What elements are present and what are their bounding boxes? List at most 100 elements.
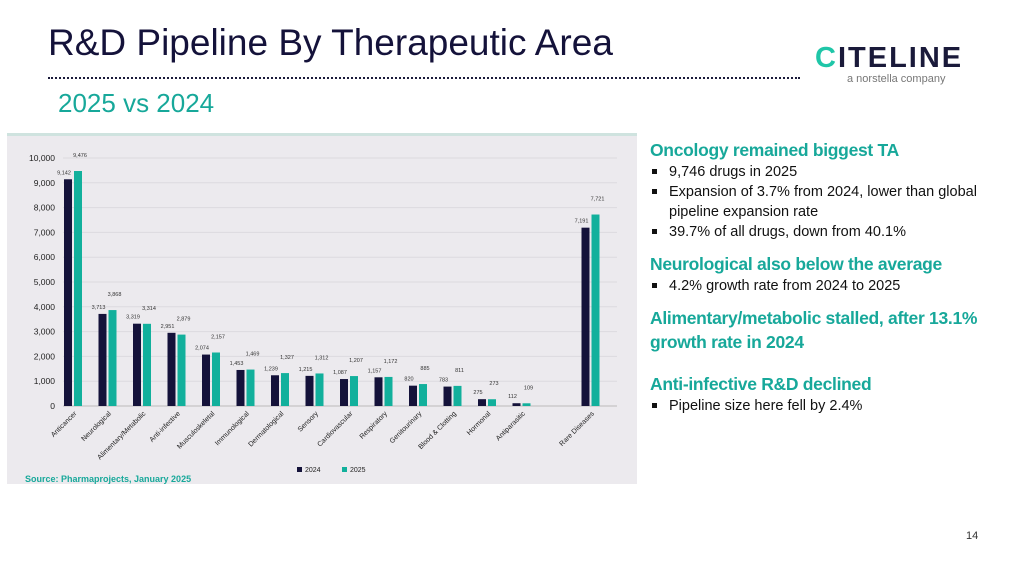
x-tick-label: Neurological [80, 410, 113, 443]
data-label: 820 [404, 377, 413, 383]
data-label: 1,327 [280, 355, 294, 361]
logo-wordmark: CITELINE [815, 42, 964, 74]
data-label: 9,476 [73, 153, 87, 159]
data-label: 9,142 [57, 170, 71, 176]
data-label: 3,319 [126, 315, 140, 321]
x-tick-label: Immunological [214, 410, 251, 447]
x-tick-label: Anti-infective [149, 410, 182, 443]
data-label: 1,207 [349, 358, 363, 364]
section-heading: Oncology remained biggest TA [650, 140, 899, 160]
bar-2025 [281, 373, 289, 406]
bar-2025 [591, 214, 600, 406]
x-tick-label: Antiparasitic [495, 410, 527, 442]
bullet-list: 4.2% growth rate from 2024 to 2025 [650, 276, 1010, 296]
bar-2024 [167, 332, 176, 406]
bar-2024 [512, 403, 521, 406]
bar-2025 [350, 376, 358, 406]
section-heading: Alimentary/metabolic stalled, after 13.1… [650, 308, 978, 352]
bar-chart: 0 1,000 2,000 3,000 4,000 5,000 6,000 7,000 8,00… [7, 133, 637, 484]
bar-2025 [522, 403, 531, 406]
y-tick-label: 4,000 [34, 302, 56, 312]
data-label: 112 [508, 394, 517, 400]
commentary-section: Anti-infective R&D declined Pipeline size… [650, 372, 1010, 416]
slide-title: R&D Pipeline By Therapeutic Area [48, 22, 613, 63]
bar-2025 [143, 323, 151, 406]
bar-2024 [581, 227, 590, 406]
data-label: 1,157 [368, 368, 382, 374]
bar-2025 [453, 385, 462, 406]
bar-2025 [108, 310, 117, 406]
x-tick-label: Musculoskeletal [176, 410, 216, 450]
title-divider [48, 77, 800, 79]
bar-2024 [98, 313, 107, 406]
data-label: 109 [524, 385, 533, 391]
bar-2024 [271, 375, 279, 406]
data-label: 811 [455, 368, 464, 374]
bar-2025 [74, 170, 82, 406]
data-label: 1,172 [384, 359, 398, 365]
bar-2024 [409, 385, 417, 406]
data-label: 7,191 [575, 219, 589, 225]
y-tick-label: 3,000 [34, 327, 56, 337]
y-tick-label: 8,000 [34, 203, 56, 213]
x-tick-label: Anticancer [50, 410, 79, 439]
y-tick-label: 0 [50, 401, 55, 411]
bar-2024 [443, 386, 452, 406]
data-label: 885 [420, 366, 429, 372]
data-label: 2,074 [195, 346, 209, 352]
logo-tagline: a norstella company [847, 73, 946, 85]
y-tick-label: 10,000 [29, 153, 55, 163]
y-tick-label: 6,000 [34, 252, 56, 262]
section-heading: Anti-infective R&D declined [650, 374, 872, 394]
data-label: 2,879 [177, 317, 191, 323]
data-label: 3,713 [92, 305, 106, 311]
legend-label: 2025 [350, 467, 366, 474]
bar-2024 [478, 399, 486, 406]
data-label: 1,469 [246, 352, 260, 358]
bar-2024 [133, 323, 141, 406]
bullet-list: 9,746 drugs in 2025 Expansion of 3.7% fro… [650, 162, 1010, 242]
data-label: 3,868 [108, 292, 122, 298]
x-tick-label: Sensory [297, 410, 320, 433]
x-tick-label: Hormonal [466, 410, 493, 437]
section-heading: Neurological also below the average [650, 254, 942, 274]
data-label: 273 [489, 381, 498, 387]
commentary-section: Neurological also below the average 4.2% … [650, 252, 1010, 296]
x-tick-label: Dermatological [247, 410, 285, 448]
bar-2024 [340, 379, 348, 406]
data-label: 2,157 [211, 335, 225, 341]
legend-label: 2024 [305, 467, 321, 474]
x-tick-label: Respiratory [359, 410, 390, 441]
bar-2025 [177, 334, 186, 406]
data-label: 1,312 [315, 355, 329, 361]
legend-swatch [342, 467, 347, 472]
commentary-section: Alimentary/metabolic stalled, after 13.1… [650, 306, 1010, 354]
bar-2025 [246, 369, 255, 406]
data-label: 3,314 [142, 306, 156, 312]
x-tick-label: Genitourinary [389, 410, 424, 445]
x-tick-label: Cardiovascular [316, 410, 354, 448]
y-tick-label: 5,000 [34, 277, 56, 287]
data-label: 7,721 [591, 197, 605, 203]
bar-2025 [384, 376, 393, 406]
bar-2025 [488, 399, 496, 406]
data-label: 1,215 [299, 367, 313, 373]
data-label: 1,453 [230, 361, 244, 367]
legend-swatch [297, 467, 302, 472]
bar-2024 [236, 369, 245, 406]
bar-2025 [419, 384, 427, 406]
bullet-item: 9,746 drugs in 2025 [650, 162, 1010, 182]
y-tick-label: 7,000 [34, 227, 56, 237]
bullet-item: 39.7% of all drugs, down from 40.1% [650, 222, 1010, 242]
bar-2024 [305, 375, 314, 406]
slide-subtitle: 2025 vs 2024 [58, 88, 215, 118]
commentary-section: Oncology remained biggest TA 9,746 drugs … [650, 138, 1010, 242]
x-tick-label: Blood & Clotting [417, 410, 458, 451]
bullet-list: Pipeline size here fell by 2.4% [650, 396, 1010, 416]
x-tick-label: Rare Diseases [558, 410, 596, 448]
bar-2024 [202, 354, 210, 406]
bar-2024 [64, 179, 72, 406]
y-tick-label: 2,000 [34, 351, 56, 361]
y-tick-label: 1,000 [34, 376, 56, 386]
bullet-item: Expansion of 3.7% from 2024, lower than … [650, 182, 1010, 222]
